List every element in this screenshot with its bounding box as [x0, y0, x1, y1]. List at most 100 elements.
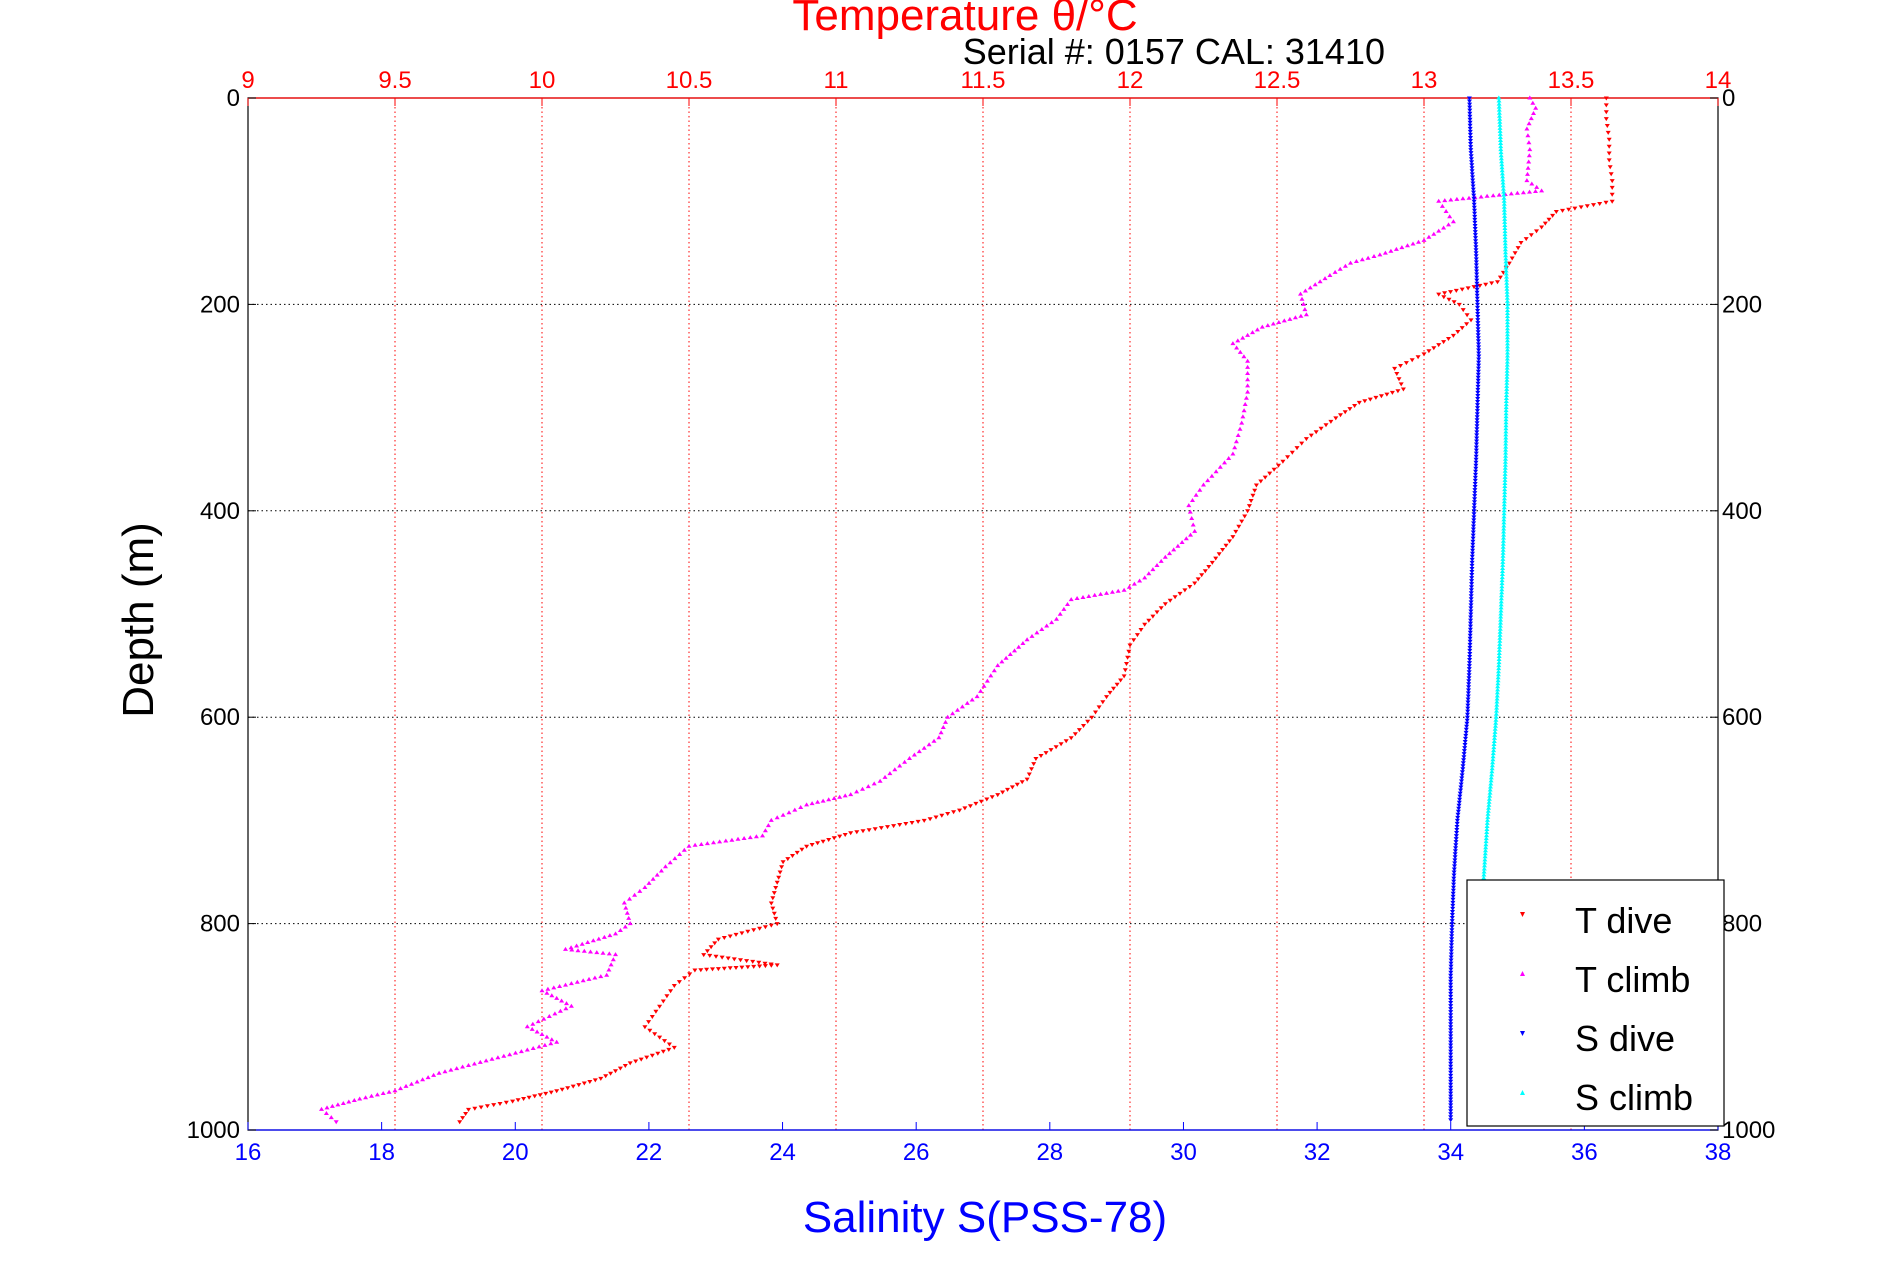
data-point [1500, 174, 1506, 179]
data-point [478, 1105, 484, 1110]
data-point [1501, 514, 1507, 519]
data-point [662, 1039, 667, 1044]
data-point [574, 979, 580, 984]
data-point [1470, 539, 1476, 544]
data-point [1469, 576, 1475, 581]
data-point [1476, 351, 1482, 356]
y-tick-label-left: 400 [200, 498, 240, 525]
data-point [1426, 234, 1432, 239]
data-point [1467, 129, 1473, 134]
data-point [984, 797, 990, 802]
data-point [1496, 95, 1502, 100]
data-point [436, 1070, 442, 1075]
data-point [1465, 691, 1471, 696]
data-point [1448, 1001, 1454, 1005]
data-point [1503, 444, 1509, 449]
data-point [1236, 524, 1242, 529]
data-point [1499, 587, 1505, 592]
data-point [1503, 414, 1509, 419]
data-point [1503, 438, 1509, 443]
data-point [1489, 769, 1495, 774]
data-point [1024, 777, 1030, 782]
data-point [1500, 547, 1506, 552]
data-point [1473, 254, 1479, 259]
data-point [1482, 851, 1488, 856]
data-point [1489, 281, 1495, 286]
data-point [1492, 735, 1497, 740]
data-point [786, 810, 792, 815]
data-point [1080, 595, 1086, 599]
data-point [1312, 282, 1318, 287]
data-point [1199, 573, 1205, 578]
data-point [1150, 614, 1156, 619]
data-point [501, 1053, 507, 1058]
data-point [1483, 282, 1489, 287]
data-point [1456, 803, 1462, 808]
data-point [333, 1120, 339, 1125]
data-point [1276, 463, 1281, 468]
data-point [1454, 821, 1460, 826]
data-point [633, 1059, 639, 1064]
data-point [1448, 976, 1454, 981]
data-point [369, 1093, 374, 1098]
data-point [1000, 790, 1006, 795]
data-point [1473, 463, 1479, 468]
data-point [681, 847, 687, 852]
data-point [1449, 913, 1455, 917]
data-point [1190, 522, 1196, 527]
data-point [1460, 196, 1466, 201]
data-point [940, 725, 946, 729]
data-point [1359, 257, 1365, 262]
data-point [477, 1059, 483, 1064]
data-point [1504, 359, 1510, 364]
data-point [854, 830, 860, 835]
data-point [1524, 126, 1530, 131]
data-point [1254, 327, 1260, 332]
data-point [1470, 187, 1476, 192]
data-point [637, 888, 643, 893]
data-point [1474, 418, 1480, 423]
data-point [1476, 348, 1482, 353]
data-point [1459, 770, 1465, 775]
data-point [1450, 900, 1456, 905]
data-point [1395, 389, 1401, 394]
data-point [719, 955, 725, 960]
data-point [483, 1058, 489, 1063]
data-point [780, 812, 786, 817]
data-point [768, 901, 774, 906]
data-point [1436, 228, 1442, 233]
x-axis-label: Salinity S(PSS-78) [803, 1193, 1167, 1242]
data-point [792, 807, 798, 812]
data-point [1472, 217, 1478, 222]
data-point [1597, 202, 1603, 206]
data-point [580, 978, 586, 983]
data-point [1246, 504, 1252, 509]
data-point [610, 957, 616, 962]
data-point [1448, 973, 1454, 978]
x-top-tick-label: 13.5 [1548, 67, 1595, 94]
data-point [646, 880, 652, 885]
data-point [1447, 214, 1453, 219]
data-point [1451, 870, 1457, 875]
data-point [1443, 209, 1449, 213]
data-point [1481, 875, 1487, 880]
data-point [1503, 399, 1509, 403]
data-point [1227, 539, 1232, 544]
data-point [1487, 790, 1493, 795]
data-point [542, 1042, 548, 1047]
data-point [1455, 812, 1461, 817]
data-point [842, 833, 848, 837]
data-point [739, 931, 745, 936]
data-point [1603, 103, 1609, 108]
data-point [1478, 194, 1484, 199]
data-point [515, 1098, 521, 1103]
data-point [1471, 196, 1477, 201]
data-point [544, 1034, 550, 1039]
data-point [624, 910, 630, 915]
data-point [1271, 467, 1277, 472]
data-point [1137, 578, 1143, 583]
data-point [1089, 715, 1095, 720]
data-point [1502, 216, 1508, 221]
data-point [991, 668, 997, 673]
data-point [950, 711, 956, 716]
